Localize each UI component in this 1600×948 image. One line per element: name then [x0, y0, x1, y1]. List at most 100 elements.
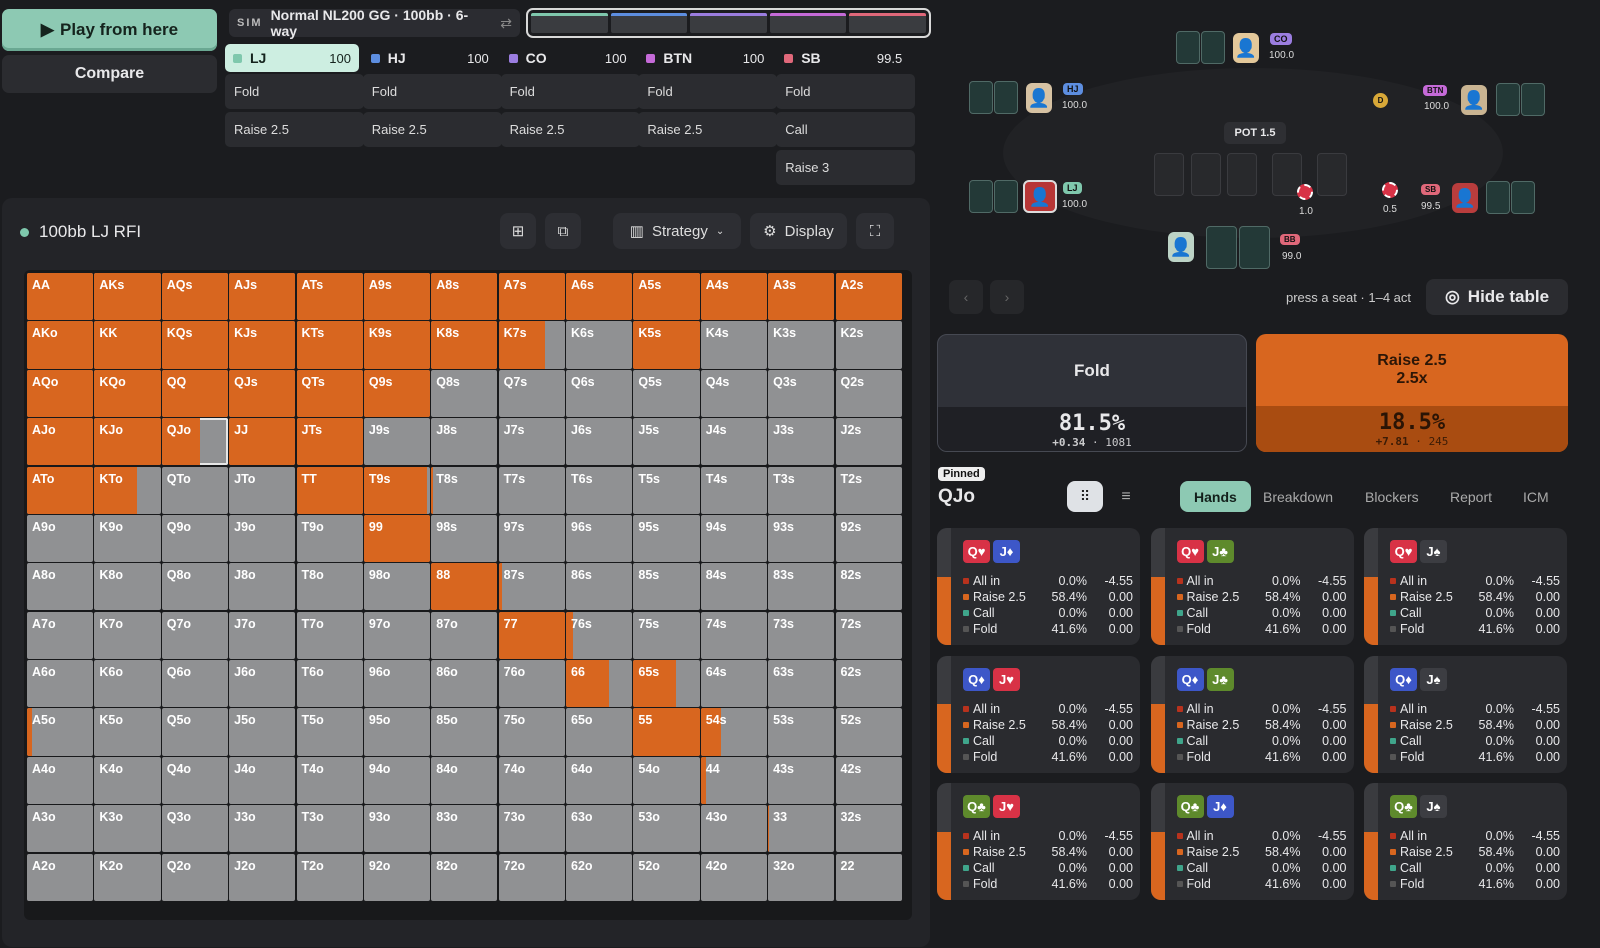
range-cell[interactable]: 65o: [566, 708, 633, 756]
range-cell[interactable]: A5s: [633, 273, 700, 321]
range-cell[interactable]: K9o: [94, 514, 161, 563]
range-cell[interactable]: T9s: [363, 466, 431, 514]
range-cell[interactable]: 96s: [566, 514, 633, 563]
tab-breakdown[interactable]: Breakdown: [1263, 488, 1334, 505]
range-cell[interactable]: 98o: [363, 563, 431, 611]
sb-avatar[interactable]: 👤: [1452, 183, 1478, 213]
range-cell[interactable]: A2o: [27, 853, 94, 901]
range-cell[interactable]: 53s: [768, 708, 835, 756]
action-raise-2-5[interactable]: Raise 2.5: [500, 112, 640, 147]
range-cell[interactable]: 84o: [431, 756, 498, 804]
swap-icon[interactable]: ⇄: [500, 14, 512, 31]
copy-button[interactable]: ⧉: [545, 213, 581, 249]
combo-card[interactable]: Q♥ J♠ All in 0.0% -4.55 Raise 2.5 58.4% 0.00 Cal…: [1364, 528, 1567, 645]
range-cell[interactable]: J4o: [229, 756, 296, 804]
tab-icm[interactable]: ICM: [1523, 488, 1549, 505]
range-cell[interactable]: 73s: [768, 611, 835, 659]
range-cell[interactable]: J7o: [229, 611, 296, 659]
range-cell[interactable]: K6o: [94, 660, 161, 708]
raise-action-card[interactable]: Raise 2.5 2.5x 18.5% +7.81 · 245: [1256, 334, 1568, 452]
range-cell[interactable]: KJo: [94, 418, 161, 466]
range-cell[interactable]: 42s: [835, 756, 902, 804]
range-cell[interactable]: 43s: [768, 756, 835, 804]
bb-tag[interactable]: BB: [1280, 234, 1300, 245]
range-cell[interactable]: 55: [633, 708, 700, 756]
range-cell[interactable]: 73o: [498, 805, 565, 853]
range-cell[interactable]: 77: [498, 611, 565, 659]
range-cell[interactable]: QQ: [161, 369, 228, 417]
range-cell[interactable]: T7s: [498, 466, 565, 514]
combo-card[interactable]: Q♦ J♥ All in 0.0% -4.55 Raise 2.5 58.4% 0.00 Cal…: [937, 655, 1140, 773]
range-cell[interactable]: 52s: [835, 708, 902, 756]
range-cell[interactable]: J3s: [768, 418, 835, 466]
range-cell[interactable]: T6o: [296, 660, 363, 708]
range-cell[interactable]: 82o: [431, 853, 498, 901]
range-cell[interactable]: A8o: [27, 563, 94, 611]
range-cell[interactable]: QTo: [161, 466, 228, 514]
range-cell[interactable]: A3s: [768, 273, 835, 321]
range-cell[interactable]: 22: [835, 853, 902, 901]
action-raise-2-5[interactable]: Raise 2.5: [638, 112, 778, 147]
range-cell[interactable]: Q2o: [161, 853, 228, 901]
combo-card[interactable]: Q♥ J♣ All in 0.0% -4.55 Raise 2.5 58.4% 0.00 Cal…: [1150, 528, 1354, 645]
range-cell[interactable]: K8s: [431, 321, 498, 369]
range-cell[interactable]: J2o: [229, 853, 296, 901]
range-cell[interactable]: 94o: [363, 756, 431, 804]
range-cell[interactable]: Q6o: [161, 660, 228, 708]
range-cell[interactable]: QTs: [296, 369, 363, 417]
action-fold[interactable]: Fold: [225, 74, 364, 109]
range-cell[interactable]: KK: [94, 321, 161, 369]
range-cell[interactable]: 75s: [633, 611, 700, 659]
range-cell[interactable]: 86s: [566, 563, 633, 611]
range-cell[interactable]: 93s: [768, 514, 835, 563]
range-cell[interactable]: Q8s: [431, 369, 498, 417]
range-cell[interactable]: A2s: [835, 273, 902, 321]
range-cell[interactable]: 88: [431, 563, 498, 611]
range-cell[interactable]: A6o: [27, 660, 94, 708]
range-cell[interactable]: 83o: [431, 805, 498, 853]
range-cell[interactable]: 93o: [363, 805, 431, 853]
combo-card[interactable]: Q♥ J♦ All in 0.0% -4.55 Raise 2.5 58.4% 0.00 Cal…: [937, 528, 1140, 645]
range-cell[interactable]: J2s: [835, 418, 902, 466]
range-cell[interactable]: 96o: [363, 660, 431, 708]
range-cell[interactable]: T7o: [296, 611, 363, 659]
range-cell[interactable]: AQs: [161, 273, 228, 321]
combo-card[interactable]: Q♣ J♥ All in 0.0% -4.55 Raise 2.5 58.4% 0.00 Cal…: [937, 783, 1140, 900]
hide-table-button[interactable]: ◎ Hide table: [1426, 279, 1568, 315]
range-cell[interactable]: 76o: [498, 660, 565, 708]
prev-button[interactable]: ‹: [949, 280, 983, 314]
range-cell[interactable]: 74o: [498, 756, 565, 804]
seat-bar-segment[interactable]: [610, 13, 688, 33]
range-cell[interactable]: TT: [296, 466, 363, 514]
range-cell[interactable]: Q5s: [633, 369, 700, 417]
range-cell[interactable]: 54o: [633, 756, 700, 804]
range-cell[interactable]: 32s: [835, 805, 902, 853]
fullscreen-button[interactable]: ⛶: [856, 213, 894, 249]
grid-view-button[interactable]: ⊞: [500, 213, 536, 249]
range-cell[interactable]: 97s: [498, 514, 565, 563]
range-cell[interactable]: 42o: [700, 853, 767, 901]
range-cell[interactable]: K9s: [363, 321, 431, 369]
sim-selector[interactable]: SIM Normal NL200 GG · 100bb · 6-way ⇄: [229, 7, 520, 39]
range-cell[interactable]: J9o: [229, 514, 296, 563]
lj-avatar[interactable]: 👤: [1023, 180, 1057, 213]
range-cell[interactable]: 85o: [431, 708, 498, 756]
range-cell[interactable]: 33: [768, 805, 835, 853]
seat-bar-segment[interactable]: [690, 13, 767, 33]
range-cell[interactable]: J5o: [229, 708, 296, 756]
fold-action-card[interactable]: Fold 81.5% +0.34 · 1081: [937, 334, 1247, 452]
range-cell[interactable]: J6o: [229, 660, 296, 708]
range-cell[interactable]: 76s: [566, 611, 633, 659]
range-cell[interactable]: 83s: [768, 563, 835, 611]
action-raise-3[interactable]: Raise 3: [776, 150, 916, 185]
seat-progress-bar[interactable]: [526, 8, 931, 38]
range-cell[interactable]: 95s: [633, 514, 700, 563]
tab-hands[interactable]: Hands: [1180, 481, 1251, 512]
range-cell[interactable]: AJs: [229, 273, 296, 321]
bb-avatar[interactable]: 👤: [1168, 232, 1194, 262]
hj-tag[interactable]: HJ: [1063, 83, 1083, 95]
range-cell[interactable]: J7s: [498, 418, 565, 466]
range-cell[interactable]: K4s: [700, 321, 767, 369]
range-cell[interactable]: Q4o: [161, 756, 228, 804]
range-cell[interactable]: AKo: [27, 321, 94, 369]
